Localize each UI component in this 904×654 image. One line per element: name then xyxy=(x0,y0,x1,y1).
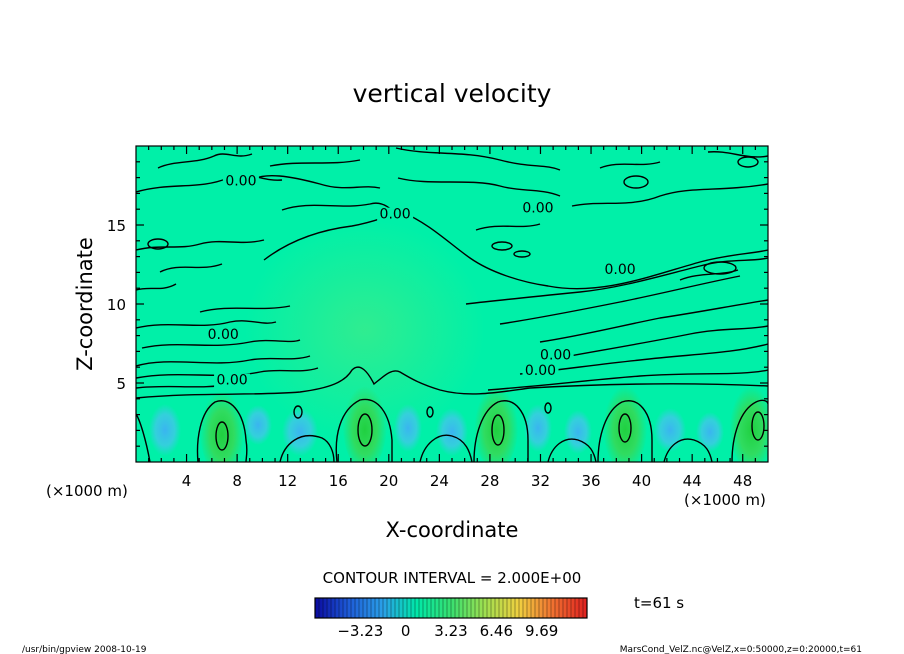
contour-label: 0.00 xyxy=(216,373,247,389)
x-tick-label: 28 xyxy=(480,472,499,490)
y-tick-label: 5 xyxy=(116,375,126,393)
colorbar-tick-labels: −3.23 0 3.23 6.46 9.69 xyxy=(337,622,558,640)
y-tick-labels: 5 10 15 xyxy=(107,217,126,393)
chart-title: vertical velocity xyxy=(353,79,552,108)
colorbar-tick-label: 3.23 xyxy=(434,622,467,640)
y-tick-label: 15 xyxy=(107,217,126,235)
colorbar: −3.23 0 3.23 6.46 9.69 xyxy=(314,597,588,640)
contour-label: 0.00 xyxy=(208,327,239,343)
x-tick-label: 40 xyxy=(632,472,651,490)
updraft-core xyxy=(729,381,768,462)
y-axis-label: Z-coordinate xyxy=(73,237,97,371)
x-tick-labels: 4 8 12 16 20 24 28 32 36 40 44 48 xyxy=(182,472,752,490)
contour-labels: 0.000.00 0.000.000.000.000.000.00 xyxy=(205,174,639,389)
contour-label: 0.00 xyxy=(605,262,636,278)
x-units-right: (×1000 m) xyxy=(684,491,766,509)
colorbar-tick-label: −3.23 xyxy=(337,622,383,640)
contour-label-bg xyxy=(214,373,251,388)
colorbar-fill xyxy=(315,598,587,618)
contour-label-bg xyxy=(522,364,559,379)
plot-area: 0.000.00 0.000.000.000.000.000.00 xyxy=(135,145,769,463)
contour-label: 0.00 xyxy=(540,347,571,363)
updraft-core xyxy=(603,381,648,462)
contour-interval-label: CONTOUR INTERVAL = 2.000E+00 xyxy=(323,569,582,587)
contour-label: 0.00 xyxy=(380,207,411,223)
contour-label-bg xyxy=(537,348,574,363)
x-tick-label: 12 xyxy=(278,472,297,490)
x-tick-label: 24 xyxy=(430,472,449,490)
contour-label-bg xyxy=(222,174,259,189)
x-tick-label: 8 xyxy=(232,472,242,490)
x-tick-label: 4 xyxy=(182,472,192,490)
x-tick-label: 16 xyxy=(329,472,348,490)
contour-label-bg xyxy=(602,262,639,277)
x-tick-label: 20 xyxy=(379,472,398,490)
colorbar-tick-label: 6.46 xyxy=(480,622,513,640)
x-tick-label: 36 xyxy=(581,472,600,490)
x-tick-label: 48 xyxy=(733,472,752,490)
tick-marks xyxy=(136,146,768,462)
contour-label-bg xyxy=(519,201,556,216)
x-units-left: (×1000 m) xyxy=(46,482,128,500)
contour-label: 0.00 xyxy=(522,200,553,216)
colorbar-tick-label: 0 xyxy=(401,622,411,640)
contour-label: 0.00 xyxy=(525,363,556,379)
contour-label: 0.00 xyxy=(225,174,256,190)
y-tick-label: 10 xyxy=(107,296,126,314)
time-label: t=61 s xyxy=(634,594,684,612)
colorbar-tick-label: 9.69 xyxy=(525,622,558,640)
colorbar-stripes xyxy=(318,598,584,618)
contour-label-bg xyxy=(377,207,414,222)
x-axis-label: X-coordinate xyxy=(386,518,519,542)
updraft-core xyxy=(342,381,387,462)
footer-left: /usr/bin/gpview 2008-10-19 xyxy=(22,645,147,654)
contour-label-bg xyxy=(205,327,242,342)
colorbar-frame xyxy=(314,597,588,619)
footer-right: MarsCond_VelZ.nc@VelZ,x=0:50000,z=0:2000… xyxy=(620,645,862,654)
x-tick-label: 44 xyxy=(683,472,702,490)
updraft-core xyxy=(474,381,519,462)
x-tick-label: 32 xyxy=(531,472,550,490)
